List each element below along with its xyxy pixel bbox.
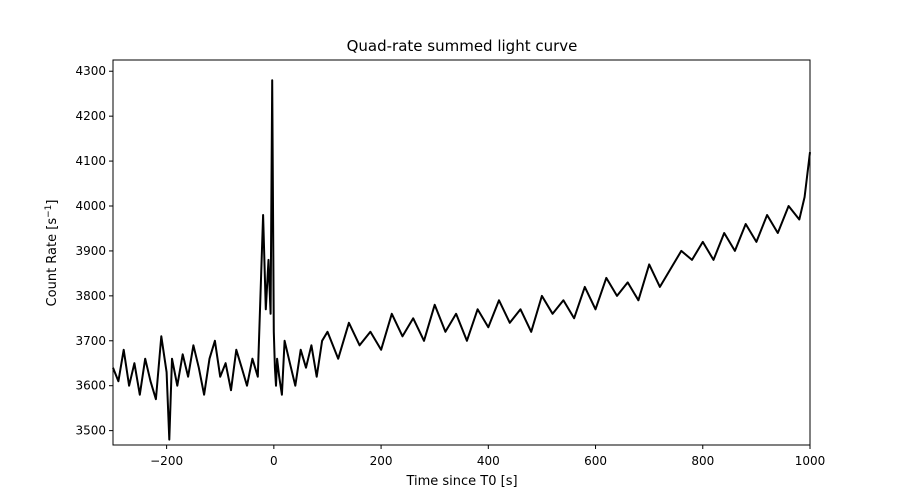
y-tick-label: 3500 [75, 424, 106, 438]
y-tick-label: 3800 [75, 289, 106, 303]
y-axis-label-end: ] [45, 200, 60, 205]
y-axis-label: Count Rate [s−1] [44, 200, 60, 307]
y-axis-ticks: 3500 3600 3700 3800 3900 4000 4100 4200 4300 [75, 64, 113, 438]
y-tick-label: 3900 [75, 244, 106, 258]
plot-area [112, 59, 811, 446]
y-tick-label: 3600 [75, 379, 106, 393]
y-axis-label-main: Count Rate [s [45, 218, 60, 307]
y-tick-label: 4300 [75, 64, 106, 78]
x-axis-ticks: −200 0 200 400 600 800 1000 [150, 445, 825, 468]
x-tick-label: 600 [584, 454, 607, 468]
x-tick-label: 200 [370, 454, 393, 468]
y-tick-label: 4200 [75, 109, 106, 123]
x-tick-label: 1000 [795, 454, 826, 468]
chart-title: Quad-rate summed light curve [347, 37, 578, 55]
x-axis-label: Time since T0 [s] [405, 474, 517, 489]
x-tick-label: 400 [477, 454, 500, 468]
y-tick-label: 4100 [75, 154, 106, 168]
x-tick-label: −200 [150, 454, 183, 468]
y-tick-label: 3700 [75, 334, 106, 348]
x-tick-label: 800 [691, 454, 714, 468]
axes-frame [112, 59, 811, 446]
y-axis-label-superscript: −1 [44, 205, 54, 218]
x-tick-label: 0 [270, 454, 278, 468]
y-tick-label: 4000 [75, 199, 106, 213]
series-line [112, 79, 811, 441]
